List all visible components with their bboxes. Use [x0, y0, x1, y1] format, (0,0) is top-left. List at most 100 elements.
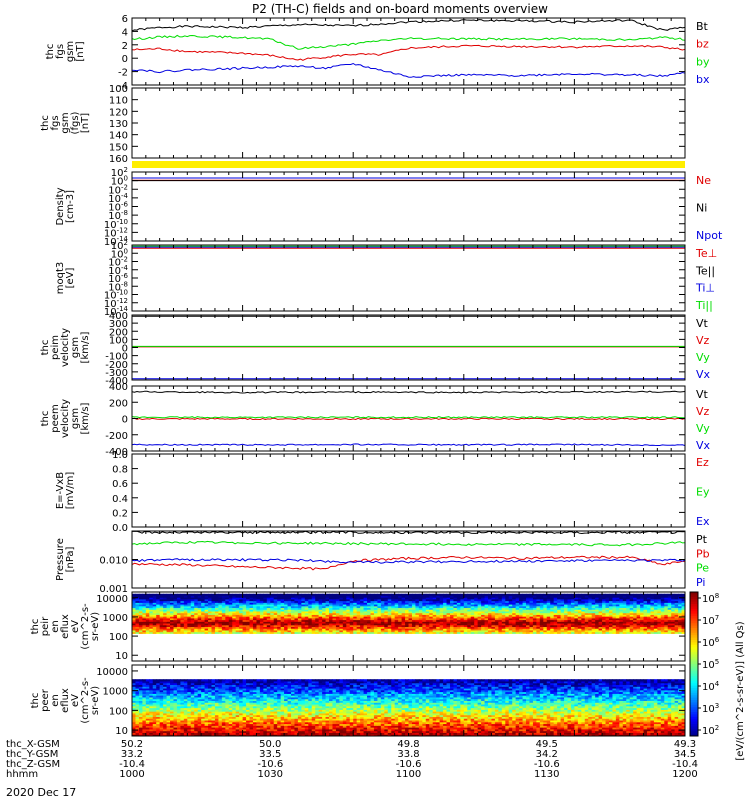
heatmap-cell — [498, 593, 503, 596]
heatmap-cell — [311, 621, 316, 624]
heatmap-cell — [519, 732, 524, 735]
heatmap-cell — [322, 607, 327, 610]
heatmap-cell — [567, 602, 572, 605]
heatmap-cell — [664, 612, 669, 615]
heatmap-cell — [453, 600, 458, 603]
heatmap-cell — [373, 598, 378, 602]
heatmap-cell — [373, 604, 378, 607]
heatmap-cell — [491, 612, 496, 615]
heatmap-cell — [598, 631, 603, 634]
heatmap-cell — [567, 734, 572, 737]
heatmap-cell — [574, 598, 579, 602]
heatmap-cell — [218, 597, 223, 600]
heatmap-cell — [159, 732, 164, 735]
heatmap-cell — [249, 617, 254, 621]
heatmap-cell — [346, 626, 351, 629]
heatmap-cell — [342, 629, 347, 633]
heatmap-cell — [339, 597, 344, 600]
heatmap-cell — [190, 616, 195, 619]
heatmap-cell — [197, 624, 202, 627]
heatmap-cell — [481, 621, 486, 624]
heatmap-cell — [280, 626, 285, 629]
heatmap-cell — [608, 612, 613, 615]
heatmap-cell — [214, 621, 219, 624]
heatmap-cell — [505, 734, 510, 737]
heatmap-cell — [633, 610, 638, 614]
heatmap-cell — [246, 628, 251, 631]
heatmap-cell — [487, 593, 492, 596]
heatmap-cell — [671, 623, 676, 626]
heatmap-cell — [394, 631, 399, 634]
heatmap-cell — [536, 629, 541, 633]
heatmap-cell — [270, 616, 275, 619]
heatmap-cell — [256, 602, 261, 605]
heatmap-cell — [474, 607, 479, 610]
heatmap-cell — [145, 600, 150, 603]
heatmap-cell — [353, 595, 358, 598]
heatmap-cell — [180, 734, 185, 737]
heatmap-cell — [311, 734, 316, 737]
heatmap-cell — [491, 614, 496, 617]
heatmap-cell — [519, 595, 524, 598]
heatmap-cell — [387, 593, 392, 596]
heatmap-cell — [152, 597, 157, 600]
heatmap-cell — [487, 732, 492, 735]
heatmap-cell — [297, 626, 302, 629]
heatmap-cell — [411, 732, 416, 735]
heatmap-cell — [391, 604, 396, 607]
heatmap-cell — [201, 610, 206, 614]
heatmap-cell — [622, 734, 627, 737]
heatmap-cell — [204, 595, 209, 598]
heatmap-cell — [498, 605, 503, 609]
heatmap-cell — [425, 607, 430, 610]
heatmap-cell — [380, 629, 385, 633]
heatmap-cell — [349, 609, 354, 612]
heatmap-cell — [446, 629, 451, 633]
heatmap-cell — [273, 732, 278, 735]
heatmap-cell — [553, 597, 558, 600]
heatmap-cell — [287, 609, 292, 612]
heatmap-cell — [581, 612, 586, 615]
heatmap-cell — [498, 623, 503, 626]
heatmap-cell — [633, 621, 638, 624]
heatmap-cell — [432, 607, 437, 610]
heatmap-cell — [228, 607, 233, 610]
heatmap-cell — [408, 614, 413, 617]
heatmap-cell — [443, 598, 448, 602]
heatmap-cell — [598, 604, 603, 607]
heatmap-cell — [163, 623, 168, 626]
heatmap-cell — [591, 628, 596, 631]
heatmap-cell — [287, 621, 292, 624]
heatmap-cell — [159, 597, 164, 600]
heatmap-cell — [674, 609, 679, 612]
heatmap-cell — [577, 617, 582, 621]
heatmap-cell — [422, 617, 427, 621]
heatmap-cell — [432, 609, 437, 612]
heatmap-cell — [415, 598, 420, 602]
heatmap-cell — [408, 605, 413, 609]
heatmap-cell — [474, 626, 479, 629]
heatmap-cell — [329, 614, 333, 617]
heatmap-cell — [391, 734, 396, 737]
heatmap-cell — [211, 623, 216, 626]
heatmap-cell — [391, 597, 396, 600]
y-tick-label: 300 — [109, 319, 128, 330]
heatmap-cell — [394, 605, 399, 609]
heatmap-cell — [418, 595, 423, 598]
heatmap-cell — [449, 621, 454, 624]
heatmap-cell — [484, 626, 489, 629]
heatmap-cell — [453, 595, 458, 598]
heatmap-cell — [422, 623, 427, 626]
heatmap-cell — [522, 629, 527, 633]
heatmap-cell — [584, 621, 589, 624]
heatmap-cell — [463, 598, 468, 602]
heatmap-cell — [591, 616, 596, 619]
heatmap-cell — [519, 598, 524, 602]
heatmap-cell — [232, 623, 237, 626]
heatmap-cell — [436, 597, 441, 600]
heatmap-cell — [280, 607, 285, 610]
heatmap-cell — [532, 609, 537, 612]
heatmap-cell — [526, 629, 530, 633]
heatmap-cell — [612, 631, 617, 634]
heatmap-cell — [529, 614, 534, 617]
